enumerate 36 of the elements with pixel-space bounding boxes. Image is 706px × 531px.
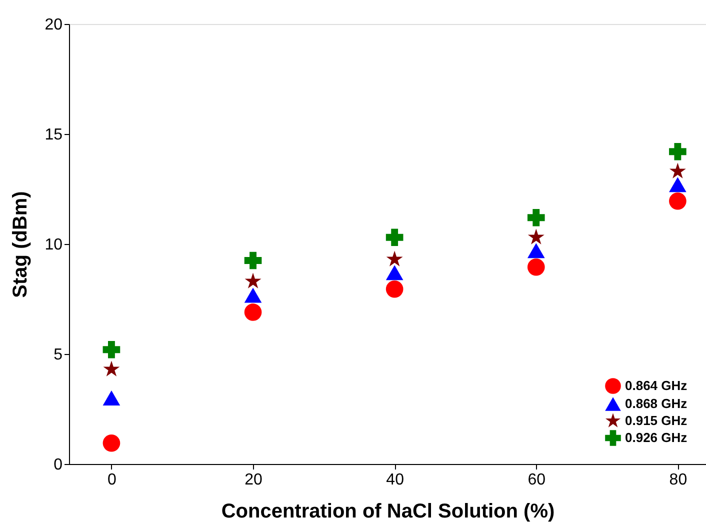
legend-label: 0.864 GHz bbox=[625, 378, 688, 393]
point bbox=[669, 162, 686, 178]
x-tick-label: 0 bbox=[108, 472, 117, 488]
point bbox=[102, 340, 120, 358]
point bbox=[102, 434, 120, 452]
y-tick-label: 15 bbox=[44, 126, 63, 144]
legend-label: 0.926 GHz bbox=[625, 430, 688, 445]
y-tick-label: 10 bbox=[44, 236, 63, 254]
point bbox=[244, 272, 262, 288]
point bbox=[386, 265, 404, 280]
point bbox=[244, 288, 262, 303]
point bbox=[103, 360, 120, 376]
x-axis-title: Concentration of NaCl Solution (%) bbox=[221, 500, 555, 522]
point bbox=[669, 192, 686, 210]
point bbox=[527, 208, 545, 226]
point bbox=[244, 252, 262, 270]
point bbox=[244, 304, 262, 321]
point bbox=[527, 258, 545, 276]
point bbox=[528, 228, 544, 244]
y-tick-label: 0 bbox=[54, 456, 63, 474]
legend-label: 0.868 GHz bbox=[625, 396, 688, 411]
point bbox=[386, 228, 404, 246]
point bbox=[386, 280, 404, 298]
legend-label: 0.915 GHz bbox=[625, 413, 688, 428]
y-tick-label: 20 bbox=[44, 16, 63, 34]
point bbox=[102, 390, 120, 406]
point bbox=[669, 142, 686, 160]
point bbox=[386, 250, 403, 266]
y-tick-label: 5 bbox=[54, 346, 63, 364]
x-tick-label: 20 bbox=[244, 472, 263, 488]
x-tick-label: 40 bbox=[386, 472, 404, 488]
y-axis-title: Stag (dBm) bbox=[10, 191, 32, 298]
point bbox=[527, 243, 545, 258]
x-tick-label: 60 bbox=[528, 472, 546, 488]
x-tick-label: 80 bbox=[669, 472, 688, 488]
point bbox=[669, 177, 686, 192]
